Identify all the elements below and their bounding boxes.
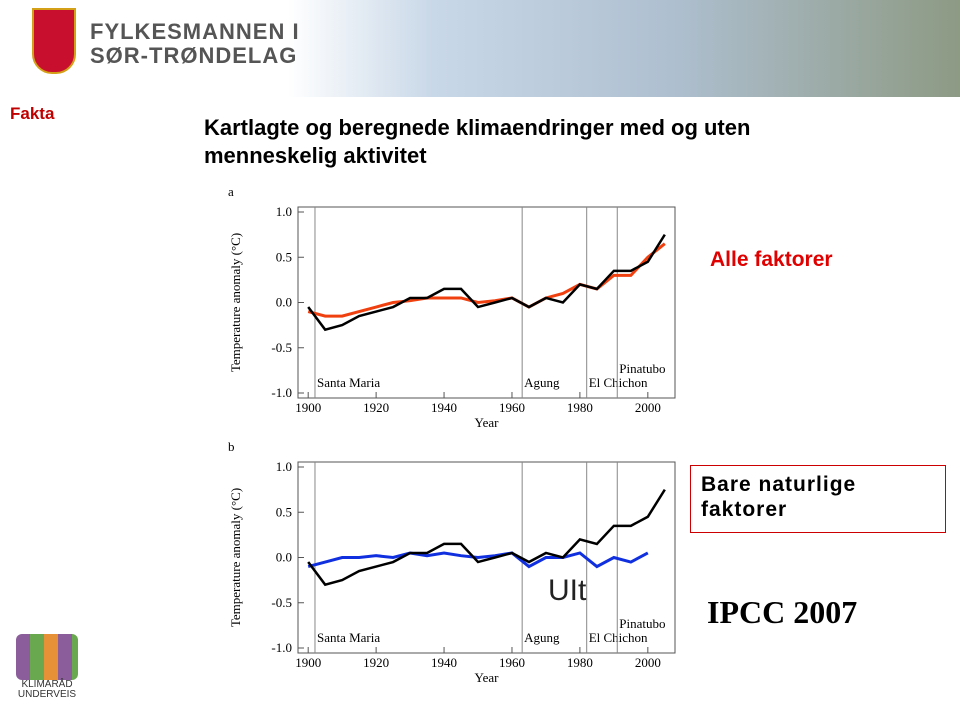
y-tick-label: 1.0 xyxy=(276,459,292,474)
logo-klimarad: KLIMARÅD UNDERVEIS xyxy=(16,634,78,700)
event-label: Pinatubo xyxy=(619,616,665,631)
y-tick-label: -1.0 xyxy=(271,385,292,400)
org-line: SØR-TRØNDELAG xyxy=(90,43,298,68)
series-line xyxy=(307,242,666,318)
event-label: Agung xyxy=(524,375,560,390)
y-tick-label: 0.0 xyxy=(276,550,292,565)
series-line xyxy=(307,233,666,332)
logo-text: UNDERVEIS xyxy=(17,689,77,700)
slide-title: Kartlagte og beregnede klimaendringer me… xyxy=(204,115,751,168)
y-tick-label: -0.5 xyxy=(271,340,292,355)
label-natural: Bare naturlige faktorer xyxy=(690,465,946,533)
panel-label: a xyxy=(228,184,234,199)
series-line xyxy=(307,551,649,569)
event-label: Santa Maria xyxy=(317,630,380,645)
coat-of-arms xyxy=(32,8,76,74)
panel-label: b xyxy=(228,439,235,454)
x-tick-label: 1960 xyxy=(499,655,525,670)
y-axis-label: Temperature anomaly (°C) xyxy=(228,488,243,627)
event-label: Pinatubo xyxy=(619,361,665,376)
y-tick-label: 1.0 xyxy=(276,204,292,219)
source: IPCC 2007 xyxy=(707,594,858,630)
x-tick-label: 1920 xyxy=(363,655,389,670)
section-label: Fakta xyxy=(10,104,55,123)
y-tick-label: -0.5 xyxy=(271,595,292,610)
x-tick-label: 2000 xyxy=(635,655,661,670)
event-label: El Chichon xyxy=(589,630,648,645)
logo-grid xyxy=(16,634,78,680)
event-label: Santa Maria xyxy=(317,375,380,390)
x-tick-label: 1900 xyxy=(295,400,321,415)
x-axis-label: Year xyxy=(475,670,500,685)
label-all: Alle faktorer xyxy=(710,248,833,271)
x-tick-label: 1900 xyxy=(295,655,321,670)
y-axis-label: Temperature anomaly (°C) xyxy=(228,233,243,372)
watermark: UIt xyxy=(548,574,587,607)
y-tick-label: 0.0 xyxy=(276,295,292,310)
event-label: El Chichon xyxy=(589,375,648,390)
x-tick-label: 1960 xyxy=(499,400,525,415)
x-tick-label: 1940 xyxy=(431,400,457,415)
x-tick-label: 1980 xyxy=(567,400,593,415)
x-tick-label: 1940 xyxy=(431,655,457,670)
header-banner xyxy=(0,0,960,97)
x-tick-label: 1980 xyxy=(567,655,593,670)
series-line xyxy=(307,488,666,587)
org-name: FYLKESMANNEN I SØR-TRØNDELAG xyxy=(90,20,300,68)
x-tick-label: 1920 xyxy=(363,400,389,415)
event-label: Agung xyxy=(524,630,560,645)
org-line: FYLKESMANNEN I xyxy=(90,19,300,44)
y-tick-label: 0.5 xyxy=(276,504,292,519)
y-tick-label: -1.0 xyxy=(271,640,292,655)
logo-text: KLIMARÅD xyxy=(21,679,73,690)
x-axis-label: Year xyxy=(475,415,500,430)
y-tick-label: 0.5 xyxy=(276,249,292,264)
x-tick-label: 2000 xyxy=(635,400,661,415)
